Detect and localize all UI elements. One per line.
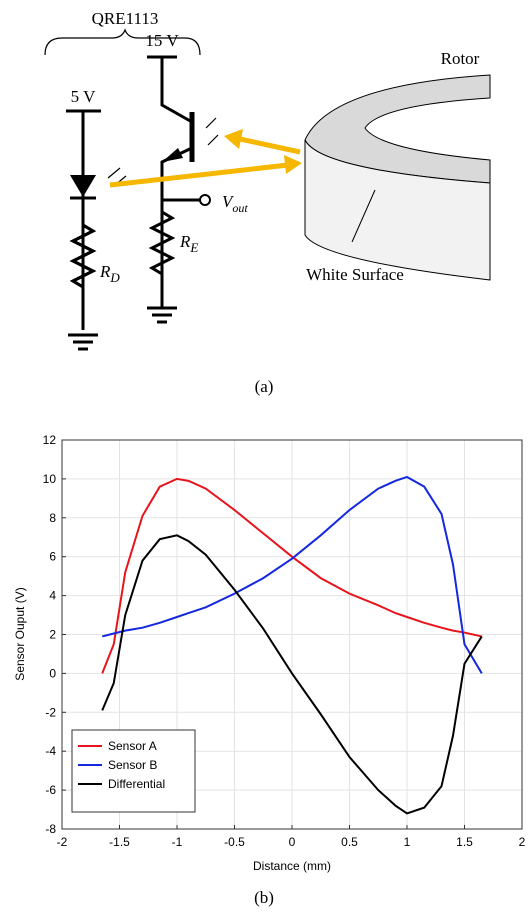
x-tick-label: -0.5 — [224, 835, 245, 849]
y-tick-label: 8 — [49, 511, 56, 525]
wire — [160, 57, 193, 124]
re-label: RE — [179, 232, 198, 255]
emitted-light — [109, 162, 289, 188]
legend-box — [71, 729, 196, 813]
supply-high: 15 V — [145, 31, 179, 50]
x-tick-label: -1.5 — [109, 835, 130, 849]
diode — [70, 175, 96, 197]
label-main: V — [222, 192, 235, 211]
caption: (a) — [255, 377, 274, 396]
rotor-label: Rotor — [441, 49, 480, 68]
x-tick-label: 2 — [519, 835, 526, 849]
x-axis-label: Distance (mm) — [253, 859, 331, 873]
y-tick-label: 12 — [43, 433, 57, 447]
legend-label: Sensor A — [108, 739, 157, 753]
y-tick-label: -4 — [45, 744, 56, 758]
plot-frame — [61, 439, 523, 830]
wire — [160, 146, 193, 300]
y-tick-label: 2 — [49, 628, 56, 642]
y-tick-label: -2 — [45, 705, 56, 719]
label-main: R — [179, 232, 191, 251]
leader — [351, 189, 376, 243]
x-tick-label: 1.5 — [456, 835, 473, 849]
package-label: QRE1113 — [92, 9, 159, 28]
x-tick-label: 1 — [404, 835, 411, 849]
light-ticks — [107, 117, 219, 187]
surface-label: White Surface — [306, 265, 404, 284]
legend-label: Sensor B — [108, 758, 157, 772]
output-label: Vout — [222, 192, 248, 215]
label-sub: E — [189, 240, 198, 255]
y-tick-label: 4 — [49, 589, 56, 603]
y-tick-label: -8 — [45, 822, 56, 836]
series-line — [101, 477, 482, 674]
x-tick-label: -1 — [172, 835, 183, 849]
brace — [44, 28, 201, 56]
label-sub: D — [109, 270, 120, 285]
y-tick-label: 6 — [49, 550, 56, 564]
circuit-diagram: QRE1113 15 V Vout RE 5 V RD Rotor White … — [44, 9, 491, 396]
reflected-light — [239, 136, 301, 155]
label-main: R — [99, 262, 111, 281]
arrow-head — [284, 155, 302, 174]
x-tick-label: 0.5 — [341, 835, 358, 849]
y-tick-label: 10 — [43, 472, 57, 486]
series-line — [102, 475, 483, 674]
resistor — [148, 210, 176, 276]
y-tick-label: -6 — [45, 783, 56, 797]
caption: (b) — [254, 888, 274, 907]
output-node — [199, 194, 211, 206]
y-axis-label: Sensor Ouput (V) — [13, 587, 27, 680]
emitter-arrow — [162, 148, 183, 162]
x-tick-label: -2 — [57, 835, 68, 849]
chart: Distance (mm) Sensor Ouput (V) (b) -2 -1.… — [13, 433, 526, 907]
rd-label: RD — [99, 262, 120, 285]
rotor-side — [304, 139, 491, 281]
ground — [68, 333, 98, 351]
resistor — [69, 223, 97, 289]
x-tick-label: 0 — [289, 835, 296, 849]
y-tick-label: 0 — [49, 666, 56, 680]
label-sub: out — [232, 201, 248, 215]
ground — [147, 300, 177, 324]
series-line — [101, 534, 483, 815]
supply-low: 5 V — [71, 87, 96, 106]
legend-label: Differential — [108, 777, 165, 791]
arrow-head — [224, 129, 243, 149]
